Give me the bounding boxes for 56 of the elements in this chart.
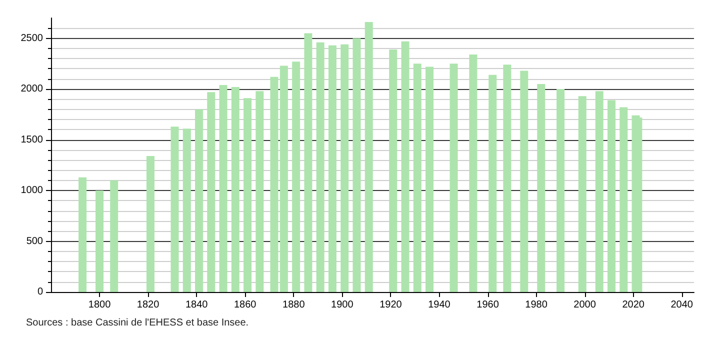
x-tick-label: 2040 (670, 300, 694, 310)
bar (352, 38, 361, 292)
bar (578, 96, 586, 292)
bar (556, 89, 565, 292)
bar (389, 49, 398, 292)
bar (270, 76, 278, 292)
x-tick-label: 1820 (136, 300, 160, 310)
bar (364, 22, 373, 292)
bar (207, 92, 216, 292)
bar (469, 54, 478, 292)
bar (340, 44, 349, 292)
x-tick-label: 1880 (282, 300, 306, 310)
y-tick-label: 2500 (20, 32, 44, 44)
bar (537, 84, 546, 292)
bar (292, 62, 300, 292)
bar (328, 45, 336, 292)
y-tick-label: 500 (26, 236, 44, 247)
y-tick-label: 1000 (20, 185, 44, 196)
bar (231, 87, 240, 292)
x-tick-label: 1920 (380, 300, 402, 310)
bar (401, 41, 410, 292)
bar (608, 100, 616, 292)
bar (110, 180, 118, 292)
x-tick-label: 1860 (234, 300, 257, 310)
source-note: Sources : base Cassini de l'EHESS et base Insee. (26, 318, 249, 328)
bar (450, 64, 458, 292)
bar (316, 42, 324, 292)
x-tick-label: 1800 (88, 300, 112, 310)
x-tick-label: 1940 (428, 300, 451, 310)
bar (219, 84, 228, 292)
bar (280, 66, 288, 292)
x-tick-label: 2000 (574, 300, 596, 310)
bar (195, 109, 204, 292)
bar (78, 177, 87, 292)
bar (413, 64, 422, 292)
x-tick-label: 1900 (331, 300, 354, 310)
bar (426, 66, 434, 292)
bar (620, 107, 628, 292)
x-tick-label: 2020 (622, 300, 645, 310)
bar (595, 91, 604, 292)
bar (488, 74, 497, 292)
bar (304, 33, 312, 292)
y-tick-label: 1500 (20, 134, 44, 146)
x-tick-label: 1840 (185, 300, 208, 310)
bar (170, 126, 179, 292)
y-tick-label: 2000 (20, 84, 44, 95)
bar (146, 156, 154, 292)
bar (503, 64, 512, 292)
bar (182, 128, 191, 292)
bar (520, 70, 528, 292)
bar (244, 98, 252, 292)
bar (96, 190, 104, 292)
y-tick-label: 0 (37, 286, 44, 298)
bar (256, 91, 264, 292)
x-tick-label: 1980 (525, 300, 548, 310)
x-tick-label: 1960 (476, 300, 500, 310)
